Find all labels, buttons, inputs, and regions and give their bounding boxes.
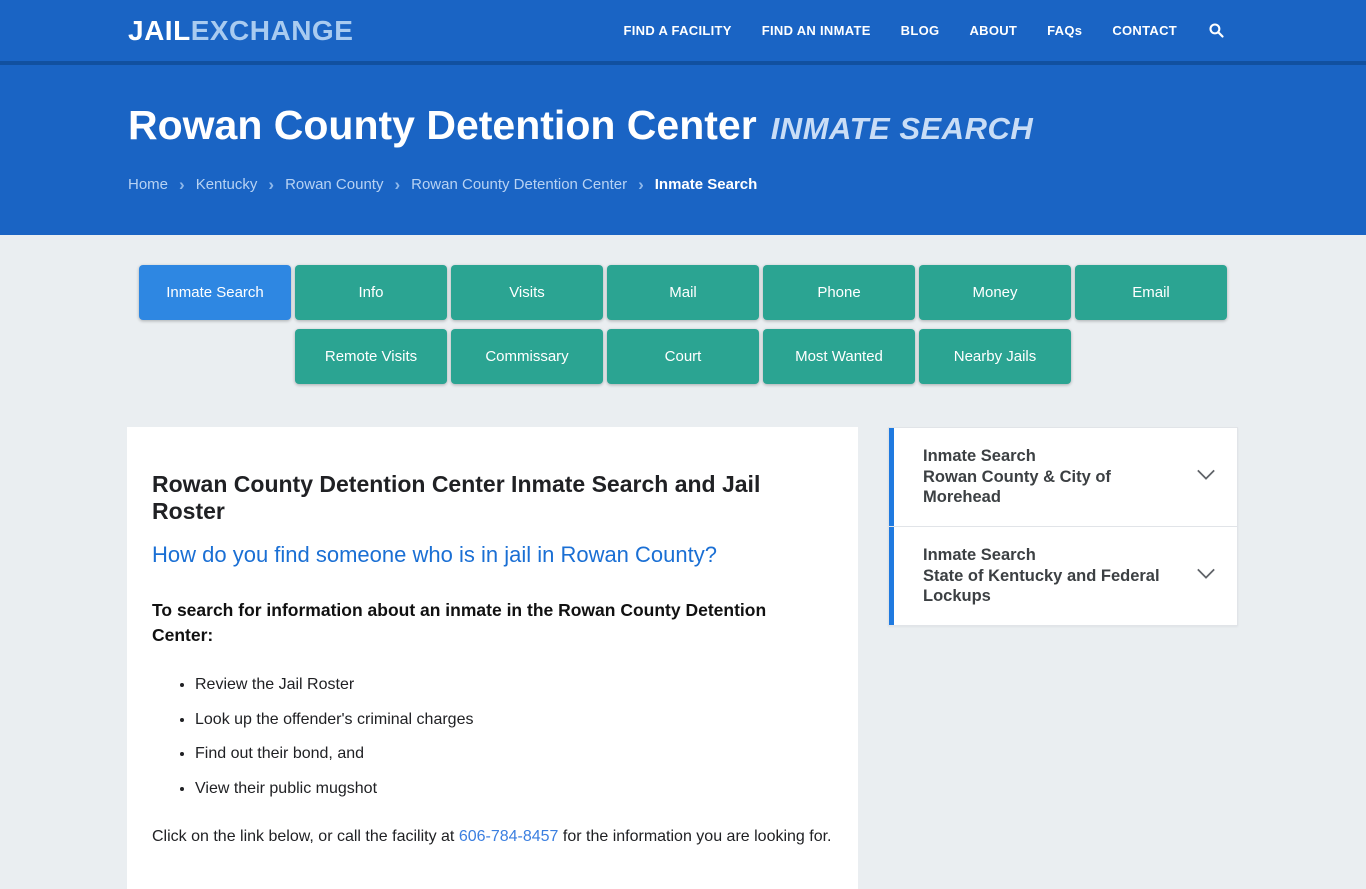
breadcrumb-home[interactable]: Home xyxy=(128,176,169,194)
chevron-down-icon xyxy=(1192,461,1220,494)
bullet-bond: Find out their bond, and xyxy=(195,742,833,767)
page-title-accent: INMATE SEARCH xyxy=(770,111,1034,146)
nav-blog[interactable]: BLOG xyxy=(900,23,940,38)
article-intro: To search for information about an inmat… xyxy=(152,600,767,646)
facility-tab-email[interactable]: Email xyxy=(1075,265,1227,321)
top-navigation-bar: JAILEXCHANGE FIND A FACILITY FIND AN INM… xyxy=(0,0,1366,65)
accordion-title-line1: Inmate Search xyxy=(923,447,1036,466)
logo-text-exchange: EXCHANGE xyxy=(190,14,354,46)
facility-tab-court[interactable]: Court xyxy=(607,329,759,385)
search-icon[interactable] xyxy=(1207,21,1226,40)
site-logo[interactable]: JAILEXCHANGE xyxy=(128,15,353,47)
nav-contact[interactable]: CONTACT xyxy=(1112,23,1177,38)
facility-tab-remote-visits[interactable]: Remote Visits xyxy=(295,329,447,385)
breadcrumb-detention-center[interactable]: Rowan County Detention Center xyxy=(411,176,628,194)
chevron-down-icon xyxy=(1192,559,1220,592)
facility-phone-link[interactable]: 606-784-8457 xyxy=(458,828,559,846)
facility-tab-visits[interactable]: Visits xyxy=(451,265,603,321)
facility-nav-buttons: Inmate Search Info Visits Mail Phone Mon… xyxy=(0,265,1366,385)
main-navigation: FIND A FACILITY FIND AN INMATE BLOG ABOU… xyxy=(623,21,1226,40)
logo-text-jail: JAIL xyxy=(128,14,191,46)
breadcrumb-separator-icon: › xyxy=(268,175,275,195)
breadcrumb: Home › Kentucky › Rowan County › Rowan C… xyxy=(128,176,1306,193)
breadcrumb-current-inmate-search: Inmate Search xyxy=(654,176,758,194)
breadcrumb-kentucky[interactable]: Kentucky xyxy=(195,176,258,194)
accordion-inmate-search-state[interactable]: Inmate Search State of Kentucky and Feder… xyxy=(889,526,1237,625)
facility-nav-row-2: Remote Visits Commissary Court Most Want… xyxy=(295,329,1071,385)
breadcrumb-separator-icon: › xyxy=(179,175,185,195)
article-bullet-list: Review the Jail Roster Look up the offen… xyxy=(152,673,833,802)
nav-about[interactable]: ABOUT xyxy=(969,23,1018,38)
accordion-title-line1: Inmate Search xyxy=(923,545,1036,564)
accordion-title: Inmate Search State of Kentucky and Feder… xyxy=(923,545,1185,607)
article-closing: Click on the link below, or call the fac… xyxy=(152,825,833,849)
accordion-title: Inmate Search Rowan County & City of More… xyxy=(923,446,1185,508)
breadcrumb-separator-icon: › xyxy=(638,175,644,195)
facility-tab-info[interactable]: Info xyxy=(295,265,447,321)
facility-tab-mail[interactable]: Mail xyxy=(607,265,759,321)
nav-find-an-inmate[interactable]: FIND AN INMATE xyxy=(761,23,871,38)
facility-tab-most-wanted[interactable]: Most Wanted xyxy=(763,329,915,385)
article-subheading: How do you find someone who is in jail i… xyxy=(152,542,717,568)
facility-tab-commissary[interactable]: Commissary xyxy=(451,329,603,385)
closing-text-before: Click on the link below, or call the fac… xyxy=(152,828,459,846)
facility-tab-phone[interactable]: Phone xyxy=(763,265,915,321)
breadcrumb-rowan-county[interactable]: Rowan County xyxy=(285,176,384,194)
nav-find-a-facility[interactable]: FIND A FACILITY xyxy=(623,23,732,38)
facility-tab-nearby-jails[interactable]: Nearby Jails xyxy=(919,329,1071,385)
content-area: Rowan County Detention Center Inmate Sea… xyxy=(127,427,1366,889)
nav-faqs[interactable]: FAQs xyxy=(1047,23,1083,38)
article-card: Rowan County Detention Center Inmate Sea… xyxy=(127,427,858,889)
bullet-jail-roster: Review the Jail Roster xyxy=(195,673,833,698)
facility-tab-money[interactable]: Money xyxy=(919,265,1071,321)
article-heading: Rowan County Detention Center Inmate Sea… xyxy=(152,471,761,525)
bullet-criminal-charges: Look up the offender's criminal charges xyxy=(195,708,833,733)
sidebar: Inmate Search Rowan County & City of More… xyxy=(888,427,1238,626)
hero-banner: Rowan County Detention Center INMATE SEAR… xyxy=(0,65,1366,236)
bullet-mugshot: View their public mugshot xyxy=(195,777,833,802)
accordion-inmate-search-county[interactable]: Inmate Search Rowan County & City of More… xyxy=(889,428,1237,526)
closing-text-after: for the information you are looking for. xyxy=(558,828,832,846)
accordion-title-line2: Rowan County & City of Morehead xyxy=(923,467,1111,507)
page-title-facility: Rowan County Detention Center xyxy=(128,102,757,148)
facility-nav-row-1: Inmate Search Info Visits Mail Phone Mon… xyxy=(139,265,1227,321)
accordion-title-line2: State of Kentucky and Federal Lockups xyxy=(923,566,1160,606)
facility-tab-inmate-search[interactable]: Inmate Search xyxy=(139,265,291,321)
page-title: Rowan County Detention Center INMATE SEAR… xyxy=(128,102,1306,148)
breadcrumb-separator-icon: › xyxy=(394,175,401,195)
